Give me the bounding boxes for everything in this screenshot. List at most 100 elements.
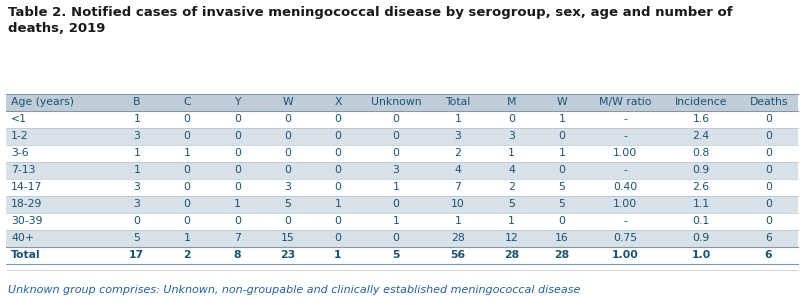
Text: 0: 0	[393, 233, 399, 243]
Text: 3: 3	[393, 165, 399, 175]
Text: 1-2: 1-2	[11, 131, 29, 141]
Text: 1.00: 1.00	[613, 148, 638, 158]
Text: 1: 1	[393, 216, 399, 226]
Text: Incidence: Incidence	[674, 97, 727, 107]
Text: Total: Total	[445, 97, 470, 107]
Text: 1.0: 1.0	[691, 250, 710, 260]
Text: 0: 0	[183, 182, 190, 192]
Text: 3: 3	[284, 182, 291, 192]
Text: Deaths: Deaths	[750, 97, 788, 107]
Text: -: -	[623, 165, 627, 175]
Text: 0: 0	[234, 182, 241, 192]
Text: 1: 1	[393, 182, 399, 192]
Text: 1: 1	[234, 199, 241, 209]
Text: Age (years): Age (years)	[11, 97, 74, 107]
Text: 0: 0	[183, 199, 190, 209]
Text: 3: 3	[454, 131, 461, 141]
Text: 2: 2	[454, 148, 461, 158]
Text: 7: 7	[454, 182, 461, 192]
Text: 17: 17	[129, 250, 144, 260]
Text: Unknown group comprises: Unknown, non-groupable and clinically established menin: Unknown group comprises: Unknown, non-gr…	[8, 285, 580, 295]
Text: 1: 1	[508, 148, 515, 158]
Text: 6: 6	[766, 233, 772, 243]
Text: 0: 0	[284, 165, 291, 175]
Text: 0: 0	[765, 114, 772, 124]
Text: 1.00: 1.00	[612, 250, 638, 260]
Text: 0: 0	[234, 114, 241, 124]
Text: Table 2. Notified cases of invasive meningococcal disease by serogroup, sex, age: Table 2. Notified cases of invasive meni…	[8, 6, 733, 35]
Text: 1: 1	[558, 114, 566, 124]
Text: 0: 0	[765, 148, 772, 158]
Text: -: -	[623, 114, 627, 124]
Text: 1.1: 1.1	[693, 199, 710, 209]
Text: 2.4: 2.4	[693, 131, 710, 141]
Text: 0: 0	[334, 165, 342, 175]
Text: 0: 0	[334, 148, 342, 158]
Text: 0: 0	[334, 233, 342, 243]
Text: 16: 16	[555, 233, 569, 243]
Text: 1.6: 1.6	[693, 114, 710, 124]
Text: M: M	[507, 97, 517, 107]
Text: B: B	[133, 97, 141, 107]
Text: 0: 0	[334, 182, 342, 192]
Text: 5: 5	[392, 250, 400, 260]
Text: 1: 1	[508, 216, 515, 226]
Text: 0.1: 0.1	[692, 216, 710, 226]
Text: 1: 1	[454, 216, 461, 226]
Text: 2: 2	[508, 182, 515, 192]
Text: 0: 0	[183, 216, 190, 226]
Text: 3-6: 3-6	[11, 148, 29, 158]
Text: 0: 0	[183, 131, 190, 141]
Text: 0: 0	[765, 165, 772, 175]
Text: 0.40: 0.40	[613, 182, 638, 192]
Text: 2: 2	[183, 250, 191, 260]
Text: 3: 3	[134, 199, 140, 209]
Text: 7: 7	[234, 233, 241, 243]
Text: 0: 0	[393, 114, 399, 124]
Text: 1: 1	[454, 114, 461, 124]
Text: 0: 0	[558, 131, 566, 141]
Text: W: W	[557, 97, 567, 107]
Text: 1: 1	[134, 148, 140, 158]
Text: 12: 12	[505, 233, 518, 243]
Text: 0.8: 0.8	[692, 148, 710, 158]
Text: 0: 0	[183, 114, 190, 124]
Text: 0: 0	[284, 131, 291, 141]
Text: 0: 0	[284, 216, 291, 226]
Text: 1: 1	[183, 233, 190, 243]
Text: 0: 0	[284, 114, 291, 124]
Text: 0: 0	[334, 216, 342, 226]
Text: 3: 3	[508, 131, 515, 141]
Text: C: C	[183, 97, 191, 107]
Text: Y: Y	[234, 97, 241, 107]
Text: 0: 0	[334, 114, 342, 124]
Text: 5: 5	[558, 199, 566, 209]
Text: 0.75: 0.75	[613, 233, 637, 243]
Text: 5: 5	[508, 199, 515, 209]
Text: 40+: 40+	[11, 233, 34, 243]
Text: 1.00: 1.00	[613, 199, 638, 209]
Text: 56: 56	[450, 250, 466, 260]
Text: M/W ratio: M/W ratio	[599, 97, 651, 107]
Text: 0: 0	[234, 165, 241, 175]
Text: 28: 28	[504, 250, 519, 260]
Text: 0.9: 0.9	[692, 233, 710, 243]
Text: 4: 4	[508, 165, 515, 175]
Text: 10: 10	[450, 199, 465, 209]
Text: 0: 0	[284, 148, 291, 158]
Text: 14-17: 14-17	[11, 182, 42, 192]
Text: 5: 5	[134, 233, 140, 243]
Text: 1: 1	[134, 114, 140, 124]
Text: 28: 28	[451, 233, 465, 243]
Text: 8: 8	[234, 250, 241, 260]
Text: 0: 0	[393, 131, 399, 141]
Text: 18-29: 18-29	[11, 199, 42, 209]
Text: 4: 4	[454, 165, 461, 175]
Text: X: X	[334, 97, 342, 107]
Text: 1: 1	[334, 199, 342, 209]
Text: 0: 0	[765, 199, 772, 209]
Text: 0: 0	[234, 148, 241, 158]
Text: 23: 23	[280, 250, 295, 260]
Text: 5: 5	[284, 199, 291, 209]
Text: 30-39: 30-39	[11, 216, 42, 226]
